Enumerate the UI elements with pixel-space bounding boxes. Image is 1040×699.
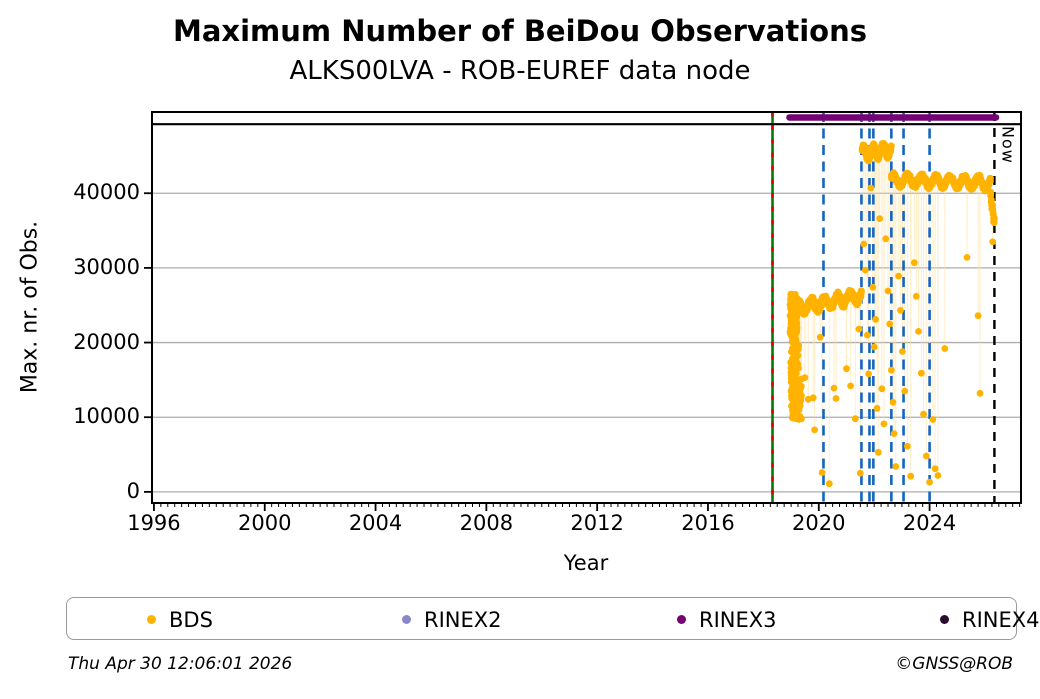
bds-marker-icon xyxy=(147,615,156,624)
x-tick-label: 2024 xyxy=(902,511,957,535)
axes-frame xyxy=(151,111,1022,504)
now-line-label: Now xyxy=(998,126,1018,164)
y-tick-label: 10000 xyxy=(73,404,140,429)
x-tick-label: 2020 xyxy=(792,511,846,535)
x-tick-label: 2000 xyxy=(238,511,292,535)
legend: BDS RINEX2 RINEX3 RINEX4 xyxy=(66,597,1040,641)
x-tick-label: 2004 xyxy=(348,511,403,535)
plot-timestamp: Thu Apr 30 12:06:01 2026 xyxy=(68,654,293,674)
grid-layer xyxy=(152,192,1021,493)
x-tick-label: 2008 xyxy=(459,511,514,535)
copyright-credit: ©GNSS@ROB xyxy=(895,654,1013,674)
axis-ticks xyxy=(144,192,1021,511)
rinex3-marker-icon xyxy=(677,615,686,624)
rinex2-marker-icon xyxy=(402,615,411,624)
legend-entry-bds: BDS xyxy=(147,598,213,641)
y-tick-label: 0 xyxy=(126,478,140,503)
x-axis-title: Year xyxy=(563,551,609,575)
rinex4-marker-icon xyxy=(940,615,949,624)
chart-subtitle: ALKS00LVA - ROB-EUREF data node xyxy=(289,56,751,86)
y-axis-title: Max. nr. of Obs. xyxy=(17,220,43,394)
y-tick-label: 20000 xyxy=(73,329,140,354)
bds-points-layer xyxy=(786,140,998,488)
chart-title: Maximum Number of BeiDou Observations xyxy=(172,14,868,48)
x-tick-label: 2016 xyxy=(681,511,735,535)
x-tick-label: 2012 xyxy=(570,511,624,535)
legend-entry-rinex4: RINEX4 xyxy=(940,598,1040,641)
y-tick-label: 40000 xyxy=(73,180,140,205)
y-tick-label: 30000 xyxy=(73,254,140,279)
x-tick-label: 1996 xyxy=(127,511,181,535)
legend-entry-rinex2: RINEX2 xyxy=(402,598,502,641)
legend-entry-rinex3: RINEX3 xyxy=(677,598,777,641)
